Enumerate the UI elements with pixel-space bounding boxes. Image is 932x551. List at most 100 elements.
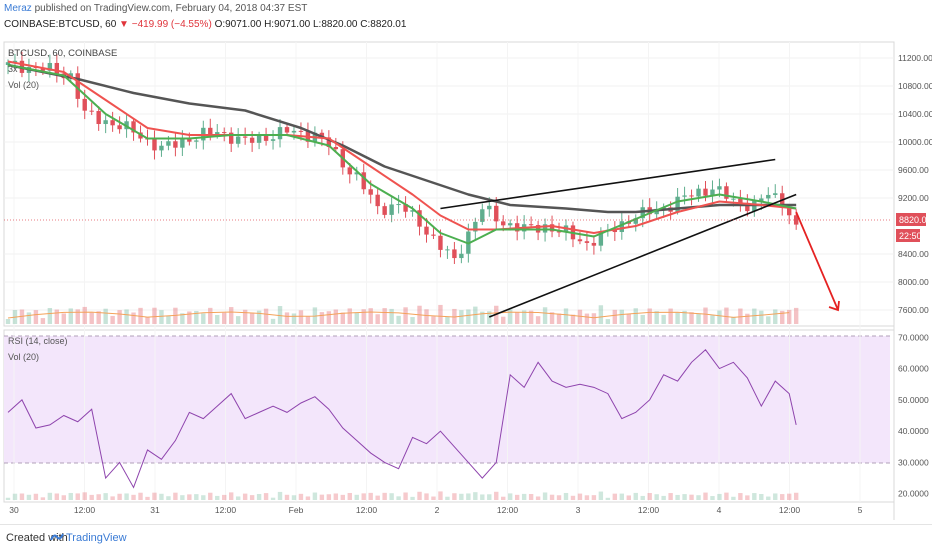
volume-bar — [675, 312, 680, 324]
rsi-volume-bar — [710, 496, 715, 500]
volume-bar — [403, 307, 408, 324]
volume-bar — [235, 316, 241, 324]
tradingview-logo-icon[interactable] — [50, 531, 64, 543]
volume-bar — [724, 307, 729, 324]
rsi-volume-bar — [452, 493, 457, 500]
volume-bar — [96, 311, 101, 324]
price-pane[interactable] — [3, 41, 895, 327]
volume-bar — [577, 309, 583, 324]
volume-bar — [549, 312, 555, 324]
volume-bar — [759, 310, 764, 324]
candle — [703, 188, 708, 196]
volume-bar — [787, 309, 792, 324]
published-text: published on TradingView.com, February 0… — [34, 3, 308, 14]
rsi-volume-bar — [229, 492, 234, 500]
volume-bar — [773, 309, 778, 324]
volume-bar — [633, 308, 638, 324]
candle — [487, 205, 492, 210]
created-with-text: Created with — [6, 532, 68, 544]
candle — [96, 111, 101, 125]
volume-bar — [326, 311, 332, 324]
countdown-label — [896, 229, 920, 242]
volume-bar — [682, 310, 687, 324]
footer: Created with TradingView — [0, 524, 932, 551]
rsi-volume-bar — [110, 496, 115, 500]
candle — [235, 136, 241, 144]
volume-bar — [208, 307, 213, 324]
candle — [382, 206, 387, 215]
candle — [689, 195, 694, 197]
volume-bar — [424, 309, 429, 324]
volume-bar — [389, 308, 394, 324]
volume-bar — [249, 313, 255, 324]
volume-bar — [480, 311, 485, 324]
candle — [724, 186, 729, 199]
rsi-volume-bar — [703, 492, 708, 500]
rsi-volume-bar — [26, 494, 32, 500]
candle — [117, 125, 122, 130]
symbol-label: COINBASE:BTCUSD, 60 — [4, 19, 117, 30]
volume-bar — [619, 309, 624, 324]
volume-bar — [382, 308, 387, 324]
change-value: ▼ −419.99 (−4.55%) — [119, 19, 212, 30]
candle — [431, 234, 436, 236]
volume-bar — [473, 306, 478, 324]
volume-bar — [26, 312, 32, 324]
volume-bar — [159, 310, 164, 324]
candle — [110, 120, 115, 126]
rsi-volume-bar — [780, 494, 785, 500]
tradingview-brand[interactable]: TradingView — [66, 532, 127, 544]
candle — [270, 139, 276, 141]
volume-bar — [89, 312, 94, 324]
candle — [263, 135, 269, 141]
rsi-volume-bar — [403, 492, 408, 500]
candle — [208, 127, 213, 135]
volume-bar — [61, 313, 66, 324]
volume-ma-line — [7, 311, 790, 319]
rsi-volume-bar — [535, 496, 541, 500]
candle — [152, 138, 157, 151]
candle — [542, 224, 548, 233]
volume-bar — [410, 317, 415, 324]
rsi-volume-bar — [647, 493, 652, 500]
rsi-volume-bar — [152, 492, 157, 500]
candle — [12, 60, 18, 63]
rsi-volume-bar — [312, 492, 318, 500]
volume-bar — [166, 315, 171, 324]
ohlc-header: COINBASE:BTCUSD, 60 ▼ −419.99 (−4.55%) O… — [4, 19, 406, 30]
time-tick-label: 4 — [717, 505, 722, 515]
indicator-label-1: 3x — [8, 64, 18, 74]
volume-bar — [242, 309, 248, 324]
volume-bar — [612, 309, 618, 324]
rsi-volume-bar — [473, 492, 478, 500]
volume-bar — [291, 313, 297, 324]
candle — [528, 224, 534, 226]
rsi-volume-bar — [347, 492, 352, 500]
rsi-volume-bar — [326, 494, 332, 500]
volume-bar — [110, 315, 115, 324]
time-tick-label: 5 — [858, 505, 863, 515]
price-tick-label: 10800.00 — [898, 81, 932, 91]
rsi-volume-bar — [396, 496, 401, 500]
rsi-volume-bar — [82, 492, 87, 500]
time-tick-label: 30 — [9, 505, 19, 515]
candle — [229, 132, 234, 144]
volume-bar — [598, 305, 604, 324]
rsi-volume-bar — [249, 495, 255, 500]
candle — [242, 136, 248, 138]
rsi-volume-bar — [417, 491, 422, 500]
volume-bar — [738, 308, 743, 324]
rsi-volume-bar — [438, 491, 443, 500]
candle — [194, 140, 199, 142]
author-name[interactable]: Meraz — [4, 3, 32, 14]
candle — [445, 249, 450, 251]
candle — [215, 132, 220, 135]
rsi-volume-bar — [424, 493, 429, 500]
volume-bar — [305, 316, 311, 324]
chart-canvas[interactable]: 11200.00 10800.00 10400.00 10000.00 9600.00 9… — [0, 0, 932, 524]
volume-bar — [647, 308, 652, 324]
rsi-volume-label: Vol (20) — [8, 352, 39, 362]
rsi-volume-bar — [731, 496, 736, 500]
volume-bar — [528, 310, 534, 324]
volume-bar — [752, 308, 757, 324]
